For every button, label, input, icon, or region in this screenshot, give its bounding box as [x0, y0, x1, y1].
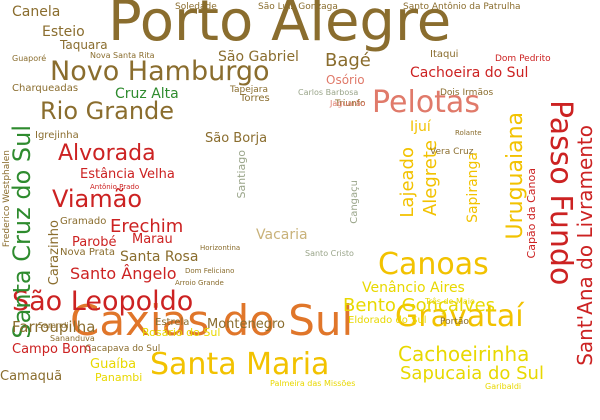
word-ijui: Ijuí [410, 119, 431, 135]
word-sao-gabriel: São Gabriel [218, 49, 299, 65]
word-cacapava-do-sul: Cacapava do Sul [85, 344, 161, 354]
word-charqueadas: Charqueadas [12, 83, 79, 94]
word-parobe: Parobé [72, 235, 117, 250]
word-campo-bom: Campo Bom [12, 342, 92, 357]
word-igrejinha: Igrejinha [35, 130, 79, 141]
word-bento-goncalves: Bento Gonçalves [343, 295, 496, 316]
word-pelotas: Pelotas [372, 85, 480, 120]
word-sao-luiz-gonzaga: São Luiz Gonzaga [258, 2, 338, 12]
word-marau: Marau [132, 232, 173, 247]
word-santa-rosa: Santa Rosa [120, 249, 199, 265]
word-guaiba: Guaíba [90, 357, 137, 372]
word-eldorado-do-sul: Eldorado do Sul [348, 315, 427, 326]
word-tapejara: Tapejara [230, 85, 269, 95]
word-estrela: Estrela [155, 317, 190, 328]
word-sao-borja: São Borja [205, 131, 268, 146]
word-porto-alegre: Porto Alegre [108, 0, 452, 54]
word-garibaldi: Garibaldi [485, 382, 522, 391]
word-montenegro: Montenegro [207, 317, 286, 332]
word-gravatai: Gravataí [395, 299, 524, 334]
word-santiago: Santiago [235, 150, 248, 199]
word-jaguarao: Jaguarão [330, 99, 366, 108]
word-gramado: Gramado [60, 216, 107, 227]
word-cachoeira-do-sul: Cachoeira do Sul [410, 65, 529, 81]
word-lajeado: Lajeado [397, 147, 418, 218]
word-camaqua: Camaquã [0, 369, 63, 384]
word-canela: Canela [12, 4, 61, 20]
word-rio-grande: Rio Grande [40, 97, 175, 125]
word-capao-da-canoa: Capão da Canoa [525, 168, 538, 259]
word-erechim: Erechim [110, 216, 184, 237]
word-sao-leopoldo: São Leopoldo [12, 286, 194, 317]
word-venancio-aires: Venâncio Aires [362, 280, 465, 296]
word-arroio-grande: Arroio Grande [175, 279, 224, 287]
word-tres-de-maio: Três de Maio [425, 297, 475, 306]
word-soledade: Soledade [175, 2, 217, 12]
word-panambi: Panambi [95, 371, 143, 384]
word-caxias-do-sul: Caxias do Sul [70, 296, 354, 345]
word-frederico-westphalen: Frederico Westphalen [2, 150, 12, 248]
word-itaqui: Itaqui [430, 49, 459, 60]
word-sapiranga: Sapiranga [465, 152, 481, 223]
word-cangacu: Cangaçu [349, 180, 360, 224]
word-dois-irmaos: Dois Irmãos [440, 88, 494, 98]
word-osorio: Osório [326, 73, 365, 87]
word-sant-ana-do-livramento: Sant'Ana do Livramento [573, 125, 597, 366]
word-viamao: Viamão [52, 185, 143, 213]
word-santa-maria: Santa Maria [150, 347, 330, 382]
word-vacaria: Vacaria [256, 227, 308, 243]
word-cruz-alta: Cruz Alta [115, 86, 179, 102]
word-esteio: Esteio [42, 24, 85, 40]
word-guapore: Guaporé [12, 54, 47, 63]
word-santo-angelo: Santo Ângelo [70, 264, 177, 283]
word-portao: Portão [440, 317, 469, 327]
word-nova-santa-rita: Nova Santa Rita [90, 51, 155, 60]
word-sarandi: Sarandi [38, 321, 69, 330]
word-rosario-do-sul: Rosário do Sul [142, 326, 221, 339]
word-triunfo: Triunfo [335, 99, 366, 109]
word-sapucaia-do-sul: Sapucaia do Sul [400, 363, 544, 384]
word-estancia-velha: Estância Velha [80, 167, 175, 182]
word-uruguaiana: Uruguaiana [503, 112, 528, 240]
word-novo-hamburgo: Novo Hamburgo [50, 56, 270, 87]
word-rolante: Rolante [455, 129, 482, 137]
word-sananduva: Sananduva [50, 334, 95, 343]
word-palmeira-das-missoes: Palmeira das Missões [270, 379, 356, 388]
word-santo-antonio-da-patrulha: Santo Antônio da Patrulha [403, 2, 521, 12]
word-vera-cruz: Vera Cruz [430, 147, 474, 157]
word-farroupilha: Farroupilha [12, 318, 96, 336]
word-taquara: Taquara [60, 38, 108, 52]
word-nova-prata: Nova Prata [60, 247, 115, 258]
word-horizontina: Horizontina [200, 244, 241, 252]
word-cachoeirinha: Cachoeirinha [398, 342, 530, 366]
word-antonio-prado: Antônio Prado [90, 183, 140, 191]
word-dom-pedrito: Dom Pedrito [495, 54, 551, 64]
word-torres: Torres [240, 93, 270, 104]
word-canoas: Canoas [378, 247, 489, 282]
word-bage: Bagé [325, 50, 371, 71]
word-santa-cruz-do-sul: Santa Cruz do Sul [8, 125, 36, 339]
word-alvorada: Alvorada [58, 141, 156, 166]
word-carlos-barbosa: Carlos Barbosa [298, 88, 359, 97]
word-santo-cristo: Santo Cristo [305, 249, 354, 258]
word-passo-fundo: Passo Fundo [543, 100, 578, 286]
word-dom-feliciano: Dom Feliciano [185, 267, 235, 275]
